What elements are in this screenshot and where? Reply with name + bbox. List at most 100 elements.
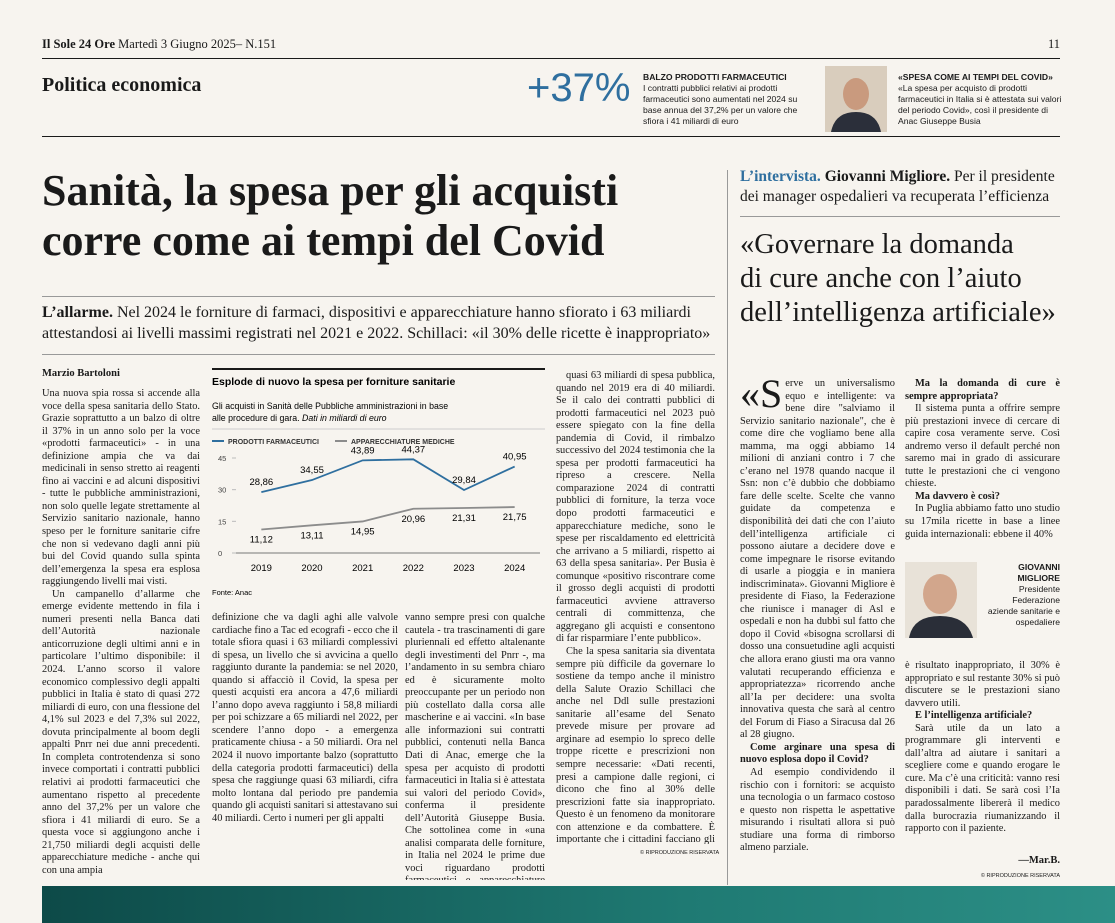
quote-line: di cure anche con l’aiuto [740, 263, 1022, 294]
x-tick-label: 2022 [403, 563, 424, 574]
photo [905, 562, 977, 638]
chart-subtitle: alle procedure di gara. [212, 413, 300, 423]
photo-face [923, 574, 957, 614]
headline-line: Sanità, la spesa per gli acquisti [42, 166, 619, 215]
series-line [261, 458, 516, 493]
highlight-box: BALZO PRODOTTI FARMACEUTICI I contratti … [643, 72, 803, 127]
interview-column: «Serve un universalismo equo e intellige… [740, 378, 895, 878]
chart-subtitle: Gli acquisti in Sanità delle Pubbliche a… [212, 401, 448, 411]
interview-column: Ma la domanda di cure è sempre appropria… [905, 378, 1060, 553]
chart-top-rule [212, 368, 545, 370]
paragraph: «Serve un universalismo equo e intellige… [740, 378, 895, 741]
column-divider [727, 170, 728, 885]
article-column: definizione che va dagli aghi alle valvo… [212, 612, 398, 880]
headline-line: corre come ai tempi del Covid [42, 216, 605, 265]
article-column: vanno sempre presi con qualche cautela -… [405, 612, 545, 880]
article-column: Una nuova spia rossa si accende alla voc… [42, 388, 200, 880]
series-line [261, 506, 515, 531]
y-tick-label: 15 [218, 517, 226, 526]
subhead: L’allarme. Nel 2024 le forniture di farm… [42, 302, 717, 344]
chart-source: Fonte: Anac [212, 588, 252, 597]
legend-label: PRODOTTI FARMACEUTICI [228, 439, 319, 446]
photo-face [843, 78, 869, 110]
chart-title: Esplode di nuovo la spesa per forniture … [212, 376, 455, 388]
y-tick-label: 30 [218, 486, 226, 495]
chart: Esplode di nuovo la spesa per forniture … [212, 368, 545, 597]
paragraph: Una nuova spia rossa si accende alla voc… [42, 388, 200, 588]
x-tick-label: 2024 [504, 563, 525, 574]
chart-subtitle-note: Dati in miliardi di euro [302, 413, 387, 423]
section-title: Politica economica [42, 74, 202, 96]
interview-name: Giovanni Migliore. [824, 168, 951, 185]
paragraph: Ma la domanda di cure è sempre appropria… [905, 378, 1060, 402]
rule [42, 58, 1060, 59]
byline: Marzio Bartoloni [42, 368, 120, 379]
signature: —Mar.B. [1018, 855, 1060, 866]
rule [42, 354, 715, 355]
data-label: 21,31 [452, 513, 476, 524]
photo-body [909, 616, 973, 638]
quote-box-text: «La spesa per acquisto di prodotti farma… [898, 83, 1062, 126]
rule [42, 136, 1060, 137]
photo [825, 66, 887, 132]
legend-label: APPARECCHIATURE MEDICHE [351, 439, 455, 446]
masthead-row: Il Sole 24 Ore Martedì 3 Giugno 2025– N.… [42, 37, 276, 52]
interview-quote: «Governare la domanda di cure anche con … [740, 228, 1056, 330]
paragraph: Un campanello d’allarme che emerge evide… [42, 588, 200, 876]
paragraph: E l’intelligenza artificiale? [915, 710, 1033, 722]
highlight-title: BALZO PRODOTTI FARMACEUTICI [643, 72, 787, 82]
data-label: 13,11 [300, 530, 323, 541]
highlight-text: I contratti pubblici relativi ai prodott… [643, 83, 798, 126]
paragraph: Il sistema punta a offrire sempre più pr… [905, 403, 1060, 490]
advert-banner [42, 886, 1115, 923]
x-tick-label: 2021 [352, 563, 373, 574]
interview-kicker: L’intervista. [740, 168, 821, 185]
data-label: 11,12 [250, 535, 273, 546]
data-label: 40,95 [503, 452, 527, 463]
x-tick-label: 2023 [453, 563, 474, 574]
chart-subtitle: alle procedure di gara. Dati in miliardi… [212, 413, 387, 423]
data-label: 20,96 [401, 514, 425, 525]
data-label: 21,75 [503, 512, 527, 523]
data-label: 28,86 [249, 477, 273, 488]
photo-body [831, 112, 881, 132]
paragraph: vanno sempre presi con qualche cautela -… [405, 612, 545, 880]
quote-line: dell’intelligenza artificiale» [740, 297, 1056, 328]
paragraph: In Puglia abbiamo fatto uno studio su 17… [905, 503, 1060, 540]
paragraph: Sarà utile da un lato a programmare gli … [905, 722, 1060, 835]
paragraph: Ad esempio condividendo il rischio con i… [740, 766, 895, 854]
photo-caption: GIOVANNI MIGLIORE Presidente Federazione… [980, 562, 1060, 628]
y-tick-label: 45 [218, 454, 226, 463]
paragraph: Come arginare una spesa di nuovo esplosa… [740, 741, 895, 766]
data-label: 14,95 [351, 526, 375, 537]
article-column: quasi 63 miliardi di spesa pubblica, qua… [556, 370, 715, 844]
caption-role: Presidente Federazione aziende sanitarie… [987, 584, 1060, 627]
rule [42, 296, 715, 297]
page-number: 11 [1047, 37, 1060, 51]
paragraph: Ma davvero è così? [915, 490, 1000, 502]
x-tick-label: 2020 [301, 563, 322, 574]
y-tick-label: 0 [218, 549, 222, 558]
paragraph: è risultato inappropriato, il 30% è appr… [905, 660, 1060, 709]
data-label: 29,84 [452, 475, 476, 486]
paragraph: definizione che va dagli aghi alle valvo… [212, 612, 398, 824]
paragraph: Che la spesa sanitaria sia diventata sem… [556, 646, 715, 844]
quote-box: «SPESA COME AI TEMPI DEL COVID» «La spes… [898, 72, 1062, 127]
rule [740, 216, 1060, 217]
masthead: Il Sole 24 Ore [42, 37, 116, 51]
issue-date: Martedì 3 Giugno 2025– N.151 [118, 37, 277, 51]
x-tick-label: 2019 [251, 563, 272, 574]
data-label: 44,37 [401, 444, 425, 455]
data-label: 43,89 [351, 445, 375, 456]
interview-intro: L’intervista. Giovanni Migliore. Per il … [740, 167, 1060, 207]
interview-column: è risultato inappropriato, il 30% è appr… [905, 660, 1060, 845]
quote-box-title: «SPESA COME AI TEMPI DEL COVID» [898, 72, 1053, 82]
data-label: 34,55 [300, 465, 324, 476]
caption-name: GIOVANNI MIGLIORE [1017, 562, 1061, 583]
subhead-text: Nel 2024 le forniture di farmaci, dispos… [42, 304, 711, 342]
interview-intro-text: Per il presidente dei manager ospedalier… [740, 168, 1055, 205]
copyright: © RIPRODUZIONE RISERVATA [640, 850, 720, 856]
headline: Sanità, la spesa per gli acquisti corre … [42, 166, 618, 266]
subhead-kicker: L’allarme. [42, 304, 113, 321]
